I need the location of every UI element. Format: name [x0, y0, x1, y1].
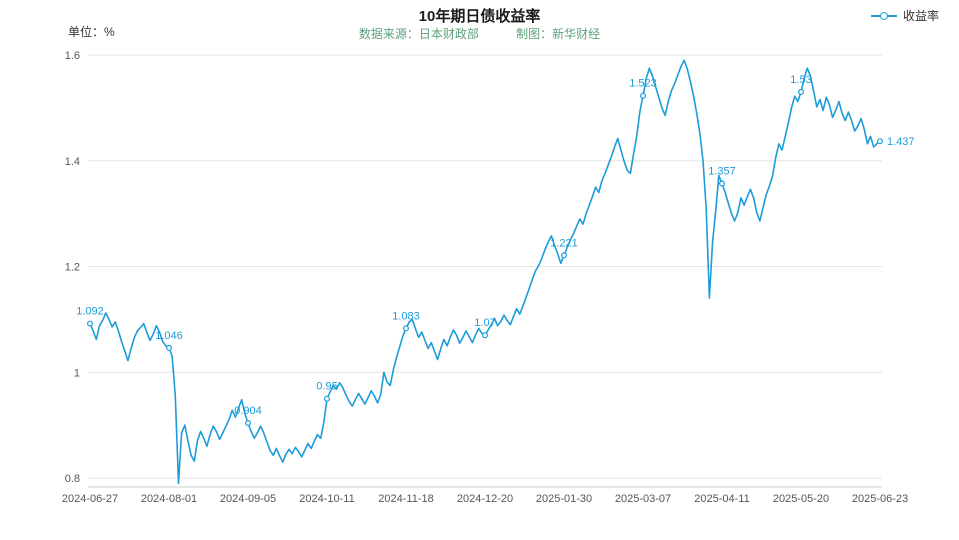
- x-tick-label: 2024-09-05: [220, 493, 276, 505]
- x-tick-label: 2024-12-20: [457, 493, 513, 505]
- point-marker: [560, 252, 567, 259]
- point-marker: [86, 320, 93, 327]
- legend-circle-glyph: [879, 11, 888, 20]
- line-marker-icon: [870, 10, 897, 22]
- x-tick-label: 2025-06-23: [852, 493, 908, 505]
- y-tick-label: 1.2: [65, 262, 80, 274]
- x-tick-label: 2025-05-20: [773, 493, 829, 505]
- x-tick-label: 2025-04-11: [694, 493, 749, 505]
- annotation-label: 1.046: [155, 330, 183, 342]
- annotation-label: 1.357: [708, 166, 736, 178]
- point-marker: [718, 180, 725, 187]
- legend-yield[interactable]: 收益率: [870, 7, 939, 24]
- page-title: 10年期日债收益率: [418, 8, 541, 25]
- point-marker: [797, 88, 804, 95]
- annotation-label: 1.221: [550, 237, 578, 249]
- x-tick-label: 2024-08-01: [141, 493, 197, 505]
- x-tick-label: 2024-10-11: [299, 493, 354, 505]
- point-marker: [482, 332, 489, 339]
- y-tick-label: 1: [74, 367, 80, 379]
- point-marker: [324, 395, 331, 402]
- annotation-label: 1.092: [76, 306, 104, 318]
- x-tick-label: 2024-11-18: [378, 493, 433, 505]
- point-marker: [245, 420, 252, 427]
- x-tick-label: 2025-03-07: [615, 493, 671, 505]
- annotation-label: 1.07: [474, 317, 495, 329]
- unit-label: 单位：%: [68, 25, 115, 39]
- point-marker: [639, 92, 646, 99]
- x-tick-label: 2024-06-27: [62, 493, 118, 505]
- y-tick-label: 1.6: [65, 50, 80, 62]
- annotation-label: 1.083: [392, 310, 420, 322]
- data-source-label: 数据来源：日本财政部: [358, 27, 479, 41]
- point-marker: [876, 138, 883, 145]
- credit-label: 制图：新华财经: [516, 27, 601, 41]
- annotation-label: 1.53: [790, 74, 811, 86]
- annotation-label: 1.437: [887, 136, 915, 148]
- annotation-label: 1.523: [629, 78, 657, 90]
- point-marker: [403, 325, 410, 332]
- y-tick-label: 1.4: [65, 156, 80, 168]
- yield-line: [89, 59, 881, 485]
- annotation-label: 0.904: [234, 405, 262, 417]
- y-tick-label: 0.8: [65, 473, 80, 485]
- annotation-label: 0.95: [316, 381, 337, 393]
- point-marker: [166, 344, 173, 351]
- x-tick-label: 2025-01-30: [536, 493, 592, 505]
- legend-label: 收益率: [902, 9, 939, 23]
- chart-subtitle: 数据来源：日本财政部 制图：新华财经: [0, 25, 959, 42]
